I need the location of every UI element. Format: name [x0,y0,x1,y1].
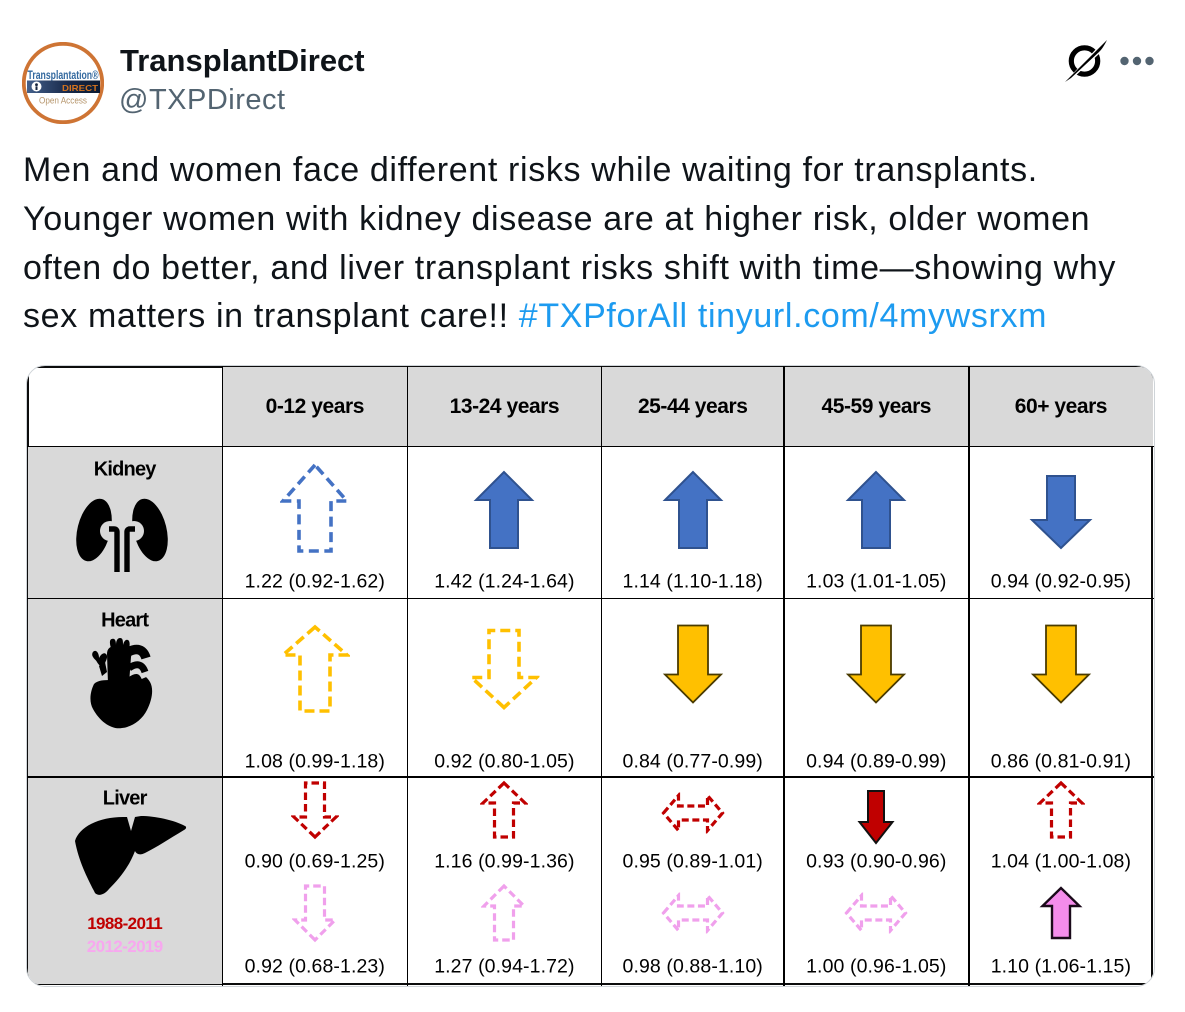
svg-text:Open Access: Open Access [39,96,87,106]
svg-text:DIRECT: DIRECT [62,83,98,93]
svg-text:Transplantation®: Transplantation® [28,70,99,82]
